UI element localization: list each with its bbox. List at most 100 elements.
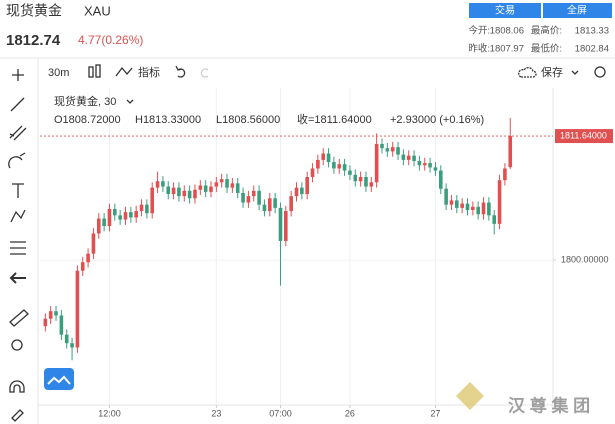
- legend-change: +2.93000 (+0.16%): [390, 114, 484, 126]
- magnet-tool[interactable]: [9, 380, 25, 393]
- candle-body: [96, 218, 101, 234]
- candle-body: [412, 155, 416, 161]
- stat-value: 1807.97: [490, 44, 524, 55]
- candle-body: [310, 168, 315, 177]
- candle-icon[interactable]: [88, 66, 94, 78]
- candle-body: [396, 147, 400, 155]
- zoom-tool[interactable]: [11, 339, 23, 351]
- candle-body: [332, 162, 336, 169]
- watermark-logo: [456, 382, 484, 410]
- candle-body: [54, 311, 58, 316]
- candle-body: [182, 190, 187, 197]
- candle-body: [267, 198, 272, 212]
- candle-body: [444, 188, 448, 205]
- legend-low: L1808.56000: [216, 114, 280, 126]
- current-price: 1812.74: [6, 32, 61, 49]
- stat-label: 最低价:: [531, 43, 562, 55]
- candle-body: [273, 198, 277, 208]
- fullscreen-label[interactable]: 全屏: [567, 4, 587, 17]
- candle-body: [134, 211, 138, 218]
- price-change: 4.77(0.26%): [78, 33, 143, 47]
- candle-body: [251, 190, 256, 197]
- measure-tool[interactable]: [10, 241, 26, 255]
- candle-body: [353, 174, 358, 182]
- pattern-tool[interactable]: [10, 209, 26, 223]
- dropdown-icon[interactable]: [571, 70, 579, 75]
- candle-body: [316, 159, 320, 169]
- crosshair-tool[interactable]: [12, 69, 24, 81]
- candle-icon[interactable]: [95, 64, 101, 78]
- logo-badge[interactable]: [44, 368, 74, 390]
- legend-dropdown[interactable]: [126, 99, 134, 104]
- candle-body: [369, 182, 374, 187]
- candle-body: [145, 204, 149, 214]
- indicator[interactable]: 指标: [138, 65, 160, 79]
- candle-body: [487, 202, 491, 216]
- candle-body: [471, 206, 475, 211]
- candle-body: [161, 181, 165, 187]
- stat-label: 今开:: [468, 25, 490, 37]
- save[interactable]: 保存: [541, 65, 563, 79]
- candle-body: [348, 170, 352, 175]
- candle-body: [449, 200, 454, 205]
- candle-body: [390, 147, 395, 152]
- indicator-icon[interactable]: [115, 66, 133, 77]
- candle-body: [257, 190, 261, 205]
- candle-body: [209, 186, 213, 192]
- x-tick-label: 07:00: [269, 408, 292, 418]
- candle-body: [305, 176, 309, 195]
- candle-body: [107, 208, 112, 226]
- fullscreen-button[interactable]: [543, 3, 612, 18]
- ruler-tool[interactable]: [9, 309, 29, 327]
- undo-icon[interactable]: [175, 65, 186, 78]
- candle-body: [177, 187, 181, 197]
- text-tool[interactable]: [12, 183, 24, 198]
- x-tick-label: 12:00: [98, 408, 121, 418]
- candle-body: [198, 185, 203, 190]
- last-price-label: 1811.64000: [560, 130, 607, 140]
- watermark: 汉 尊 集 团: [508, 395, 590, 415]
- trade-button[interactable]: [469, 3, 541, 18]
- candle-body: [193, 189, 197, 199]
- candle-body: [422, 163, 427, 166]
- candle-body: [417, 160, 422, 166]
- fork-tool[interactable]: [9, 125, 27, 141]
- candle-body: [503, 168, 507, 181]
- x-tick-label: 26: [345, 408, 355, 418]
- candle-body: [438, 170, 443, 189]
- y-tick-label: 1800.00000: [561, 254, 609, 264]
- candle-body: [129, 212, 133, 218]
- candle-body: [433, 167, 438, 171]
- candle-body: [230, 183, 235, 188]
- candle-body: [139, 204, 144, 212]
- candle-body: [241, 192, 245, 203]
- candle-body: [150, 187, 155, 214]
- stat-label: 昨收:: [468, 43, 490, 55]
- candle-body: [401, 154, 406, 160]
- candle-body: [460, 203, 464, 208]
- candle-body: [374, 143, 379, 183]
- legend-close: 收=1811.64000: [297, 112, 372, 126]
- candle-body: [358, 176, 363, 182]
- candle-body: [300, 187, 304, 195]
- last-price-box: [555, 129, 613, 144]
- back-tool[interactable]: [9, 272, 26, 284]
- drawing-tools[interactable]: [8, 69, 29, 422]
- candle-body: [476, 206, 480, 215]
- candle-body: [492, 215, 497, 224]
- x-tick-label: 27: [430, 408, 440, 418]
- cloud-icon[interactable]: [518, 66, 537, 78]
- line-tool[interactable]: [10, 97, 25, 112]
- brush-tool[interactable]: [8, 152, 26, 169]
- candle-body: [481, 202, 486, 215]
- settings-icon[interactable]: [594, 66, 606, 78]
- candle-body: [166, 186, 171, 195]
- lock-tool[interactable]: [11, 409, 24, 422]
- candle-body: [214, 182, 219, 187]
- redo-icon: [200, 68, 209, 78]
- candle-body: [455, 200, 459, 208]
- candle-body: [364, 176, 368, 187]
- trade-label[interactable]: 交易: [495, 4, 515, 17]
- interval[interactable]: 30m: [48, 67, 69, 79]
